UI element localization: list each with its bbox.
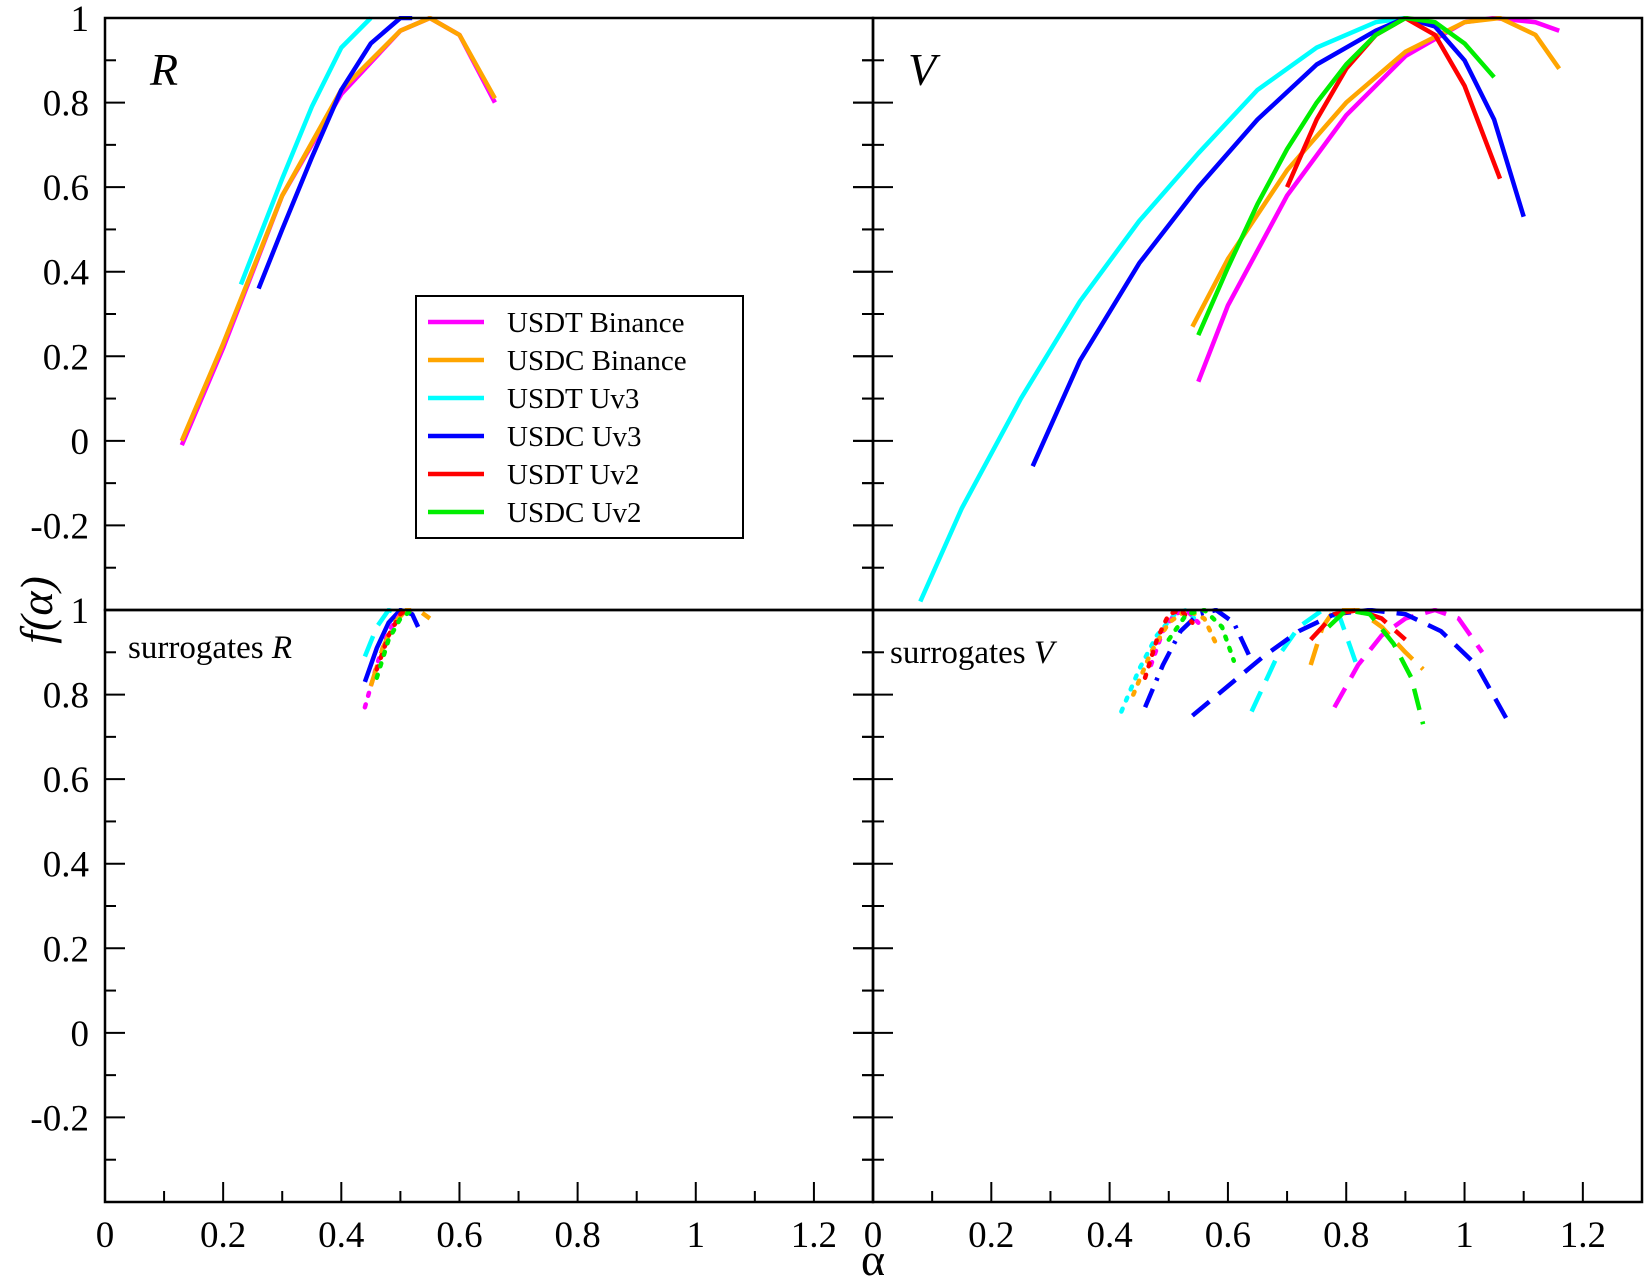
panel-frame — [871, 16, 1644, 612]
series-line-usdc-binance-solid — [179, 16, 497, 442]
series-group — [1119, 608, 1514, 730]
legend-entry-label: USDC Uv2 — [507, 497, 642, 529]
panel-v — [918, 16, 1562, 603]
x-tick-label: 0.8 — [554, 1215, 600, 1256]
x-tick-label: 0.4 — [1086, 1215, 1132, 1256]
series-line-usdt-uv3-solid — [238, 16, 373, 286]
series-group — [918, 16, 1562, 603]
panel-surrogates-r — [362, 608, 432, 710]
y-tick-label: 1 — [71, 591, 90, 632]
y-tick-label: 0.4 — [43, 845, 89, 886]
panel-label-v: V — [908, 44, 941, 95]
series-line-usdt-uv3-dashed — [362, 608, 402, 658]
panel-surrogates-v — [1119, 608, 1514, 730]
y-tick-label: 0.2 — [43, 929, 89, 970]
panel-label-r: R — [149, 44, 178, 95]
x-tick-label: 1.2 — [1560, 1215, 1606, 1256]
x-tick-label: 0.6 — [436, 1215, 482, 1256]
series-line-usdc-binance-solid — [1190, 16, 1562, 328]
y-tick-label: 0.2 — [43, 337, 89, 378]
x-tick-label: 0.2 — [200, 1215, 246, 1256]
series-line-usdt-uv2-dotted — [1142, 608, 1195, 680]
series-line-usdt-uv2-dashed — [1309, 608, 1407, 642]
x-tick-label: 0.4 — [318, 1215, 364, 1256]
x-tick-label: 0 — [864, 1215, 883, 1256]
x-tick-label: 0.8 — [1323, 1215, 1369, 1256]
legend-entry-label: USDT Uv3 — [507, 383, 639, 415]
panel-frame — [103, 608, 875, 1204]
series-line-usdc-uv3-dashed — [1190, 608, 1514, 730]
series-line-usdt-uv3-dashed — [1249, 608, 1361, 713]
legend-entry-label: USDT Binance — [507, 307, 684, 339]
series-line-usdc-binance-dotted — [1131, 608, 1219, 697]
legend-entry-label: USDC Binance — [507, 345, 687, 377]
x-tick-label: 1.2 — [791, 1215, 837, 1256]
x-tick-label: 0.6 — [1205, 1215, 1251, 1256]
y-tick-label: 0.6 — [43, 168, 89, 209]
legend-entry-label: USDC Uv3 — [507, 421, 642, 453]
series-line-usdt-uv2-dotted — [374, 608, 409, 672]
x-tick-label: 1 — [1455, 1215, 1474, 1256]
legend-entry-label: USDT Uv2 — [507, 459, 639, 491]
series-line-usdt-uv3-solid — [918, 16, 1406, 603]
y-tick-label: 0.6 — [43, 760, 89, 801]
series-line-usdc-uv3-solid — [1030, 16, 1526, 468]
series-line-usdt-binance-solid — [1196, 16, 1560, 383]
x-tick-label: 0.2 — [968, 1215, 1014, 1256]
legend-box — [415, 295, 744, 539]
x-tick-label: 1 — [687, 1215, 706, 1256]
y-tick-label: 0 — [71, 1014, 90, 1055]
y-axis-title: f(α) — [11, 576, 62, 644]
panel-label-surrogates-v: surrogates V — [890, 635, 1058, 671]
y-tick-label: 0.8 — [43, 676, 89, 717]
series-line-usdc-uv3-dashdot — [1143, 608, 1254, 709]
y-tick-label: 1 — [71, 0, 90, 40]
y-tick-label: 0.8 — [43, 84, 89, 125]
series-line-usdt-binance-dashed — [1332, 608, 1485, 709]
series-line-usdc-uv3-solid — [362, 608, 421, 683]
y-tick-label: 0 — [71, 422, 90, 463]
y-tick-label: 0.4 — [43, 253, 89, 294]
panel-label-surrogates-r: surrogates R — [128, 630, 292, 666]
x-tick-label: 0 — [96, 1215, 115, 1256]
series-line-usdc-uv2-dashed — [1326, 608, 1426, 725]
y-tick-label: -0.2 — [30, 506, 89, 547]
series-line-usdt-uv3-dotted — [1119, 608, 1201, 714]
series-line-usdc-uv2-solid — [1196, 16, 1496, 337]
y-tick-label: -0.2 — [30, 1098, 89, 1139]
series-line-usdc-uv2-dotted — [374, 608, 415, 680]
series-group — [362, 608, 432, 710]
legend: USDT Binance USDC Binance USDT Uv3 USDC Uv3… — [415, 295, 744, 539]
x-axis-title: α — [861, 1234, 885, 1285]
chart-root: 1 0.8 0.6 0.4 0.2 0 -0.2 1 0.8 0.6 0.4 0.2 0 -0.2 0 0.2… — [11, 0, 1644, 1285]
